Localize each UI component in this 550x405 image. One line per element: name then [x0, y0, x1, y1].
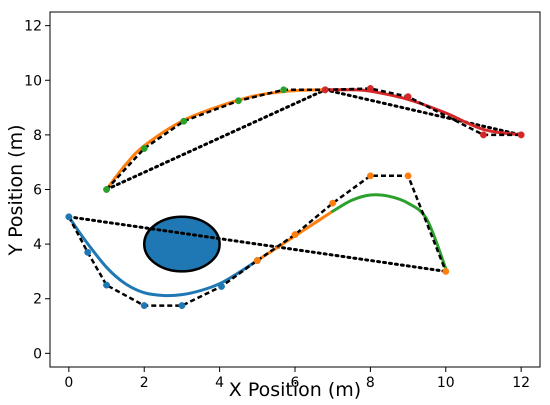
- control-point-0-5: [218, 282, 225, 290]
- x-axis-title: X Position (m): [229, 379, 361, 401]
- obstacle-layer: [142, 215, 221, 273]
- control-point-3-3: [480, 131, 487, 139]
- obstacle-ellipse: [142, 215, 221, 273]
- control-point-2-0: [103, 186, 110, 193]
- control-point-1-4: [404, 172, 412, 180]
- control-point-2-3: [235, 97, 242, 105]
- smooth-curve-0: [67, 215, 259, 298]
- control-point-3-2: [404, 93, 412, 101]
- control-point-3-0: [321, 86, 329, 94]
- x-tick-label: 2: [140, 375, 149, 391]
- control-polygon-2: [105, 88, 326, 191]
- control-point-layer: [65, 85, 525, 310]
- plot-area: [49, 11, 541, 368]
- y-tick-label: 10: [24, 73, 42, 89]
- control-point-0-1: [84, 248, 92, 256]
- control-polygon-1: [256, 174, 447, 272]
- control-point-0-2: [103, 281, 110, 289]
- control-point-2-4: [280, 86, 288, 94]
- control-point-2-1: [140, 145, 148, 152]
- x-tick-label: 8: [366, 375, 375, 391]
- y-axis-title: Y Position (m): [5, 125, 27, 257]
- x-tick-label: 0: [64, 375, 73, 391]
- y-tick-label: 8: [33, 128, 42, 144]
- control-point-1-5: [442, 267, 450, 275]
- x-tick-label: 4: [215, 375, 224, 391]
- control-point-0-0: [65, 213, 73, 221]
- y-tick-label: 0: [33, 346, 42, 362]
- control-point-0-3: [140, 302, 148, 310]
- x-tick-label: 6: [291, 375, 300, 391]
- x-tick-label: 12: [512, 375, 530, 391]
- control-point-0-4: [178, 302, 186, 310]
- control-point-2-2: [180, 117, 188, 125]
- y-tick-label: 4: [33, 237, 42, 253]
- control-point-1-3: [366, 172, 374, 180]
- straight-path-0: [67, 215, 448, 273]
- control-point-1-0: [253, 257, 261, 264]
- axes-layer: 0 2 4 6 8 10 12 0 2 4 6 8 10 12: [24, 19, 530, 391]
- control-point-1-1: [291, 231, 299, 239]
- x-tick-label: 10: [437, 375, 455, 391]
- control-point-3-4: [517, 131, 525, 139]
- control-point-1-2: [329, 199, 337, 207]
- control-point-3-1: [366, 85, 374, 92]
- y-tick-label: 12: [24, 19, 42, 35]
- y-tick-label: 6: [33, 183, 42, 199]
- y-tick-label: 2: [33, 292, 42, 308]
- smooth-curve-2: [331, 193, 448, 271]
